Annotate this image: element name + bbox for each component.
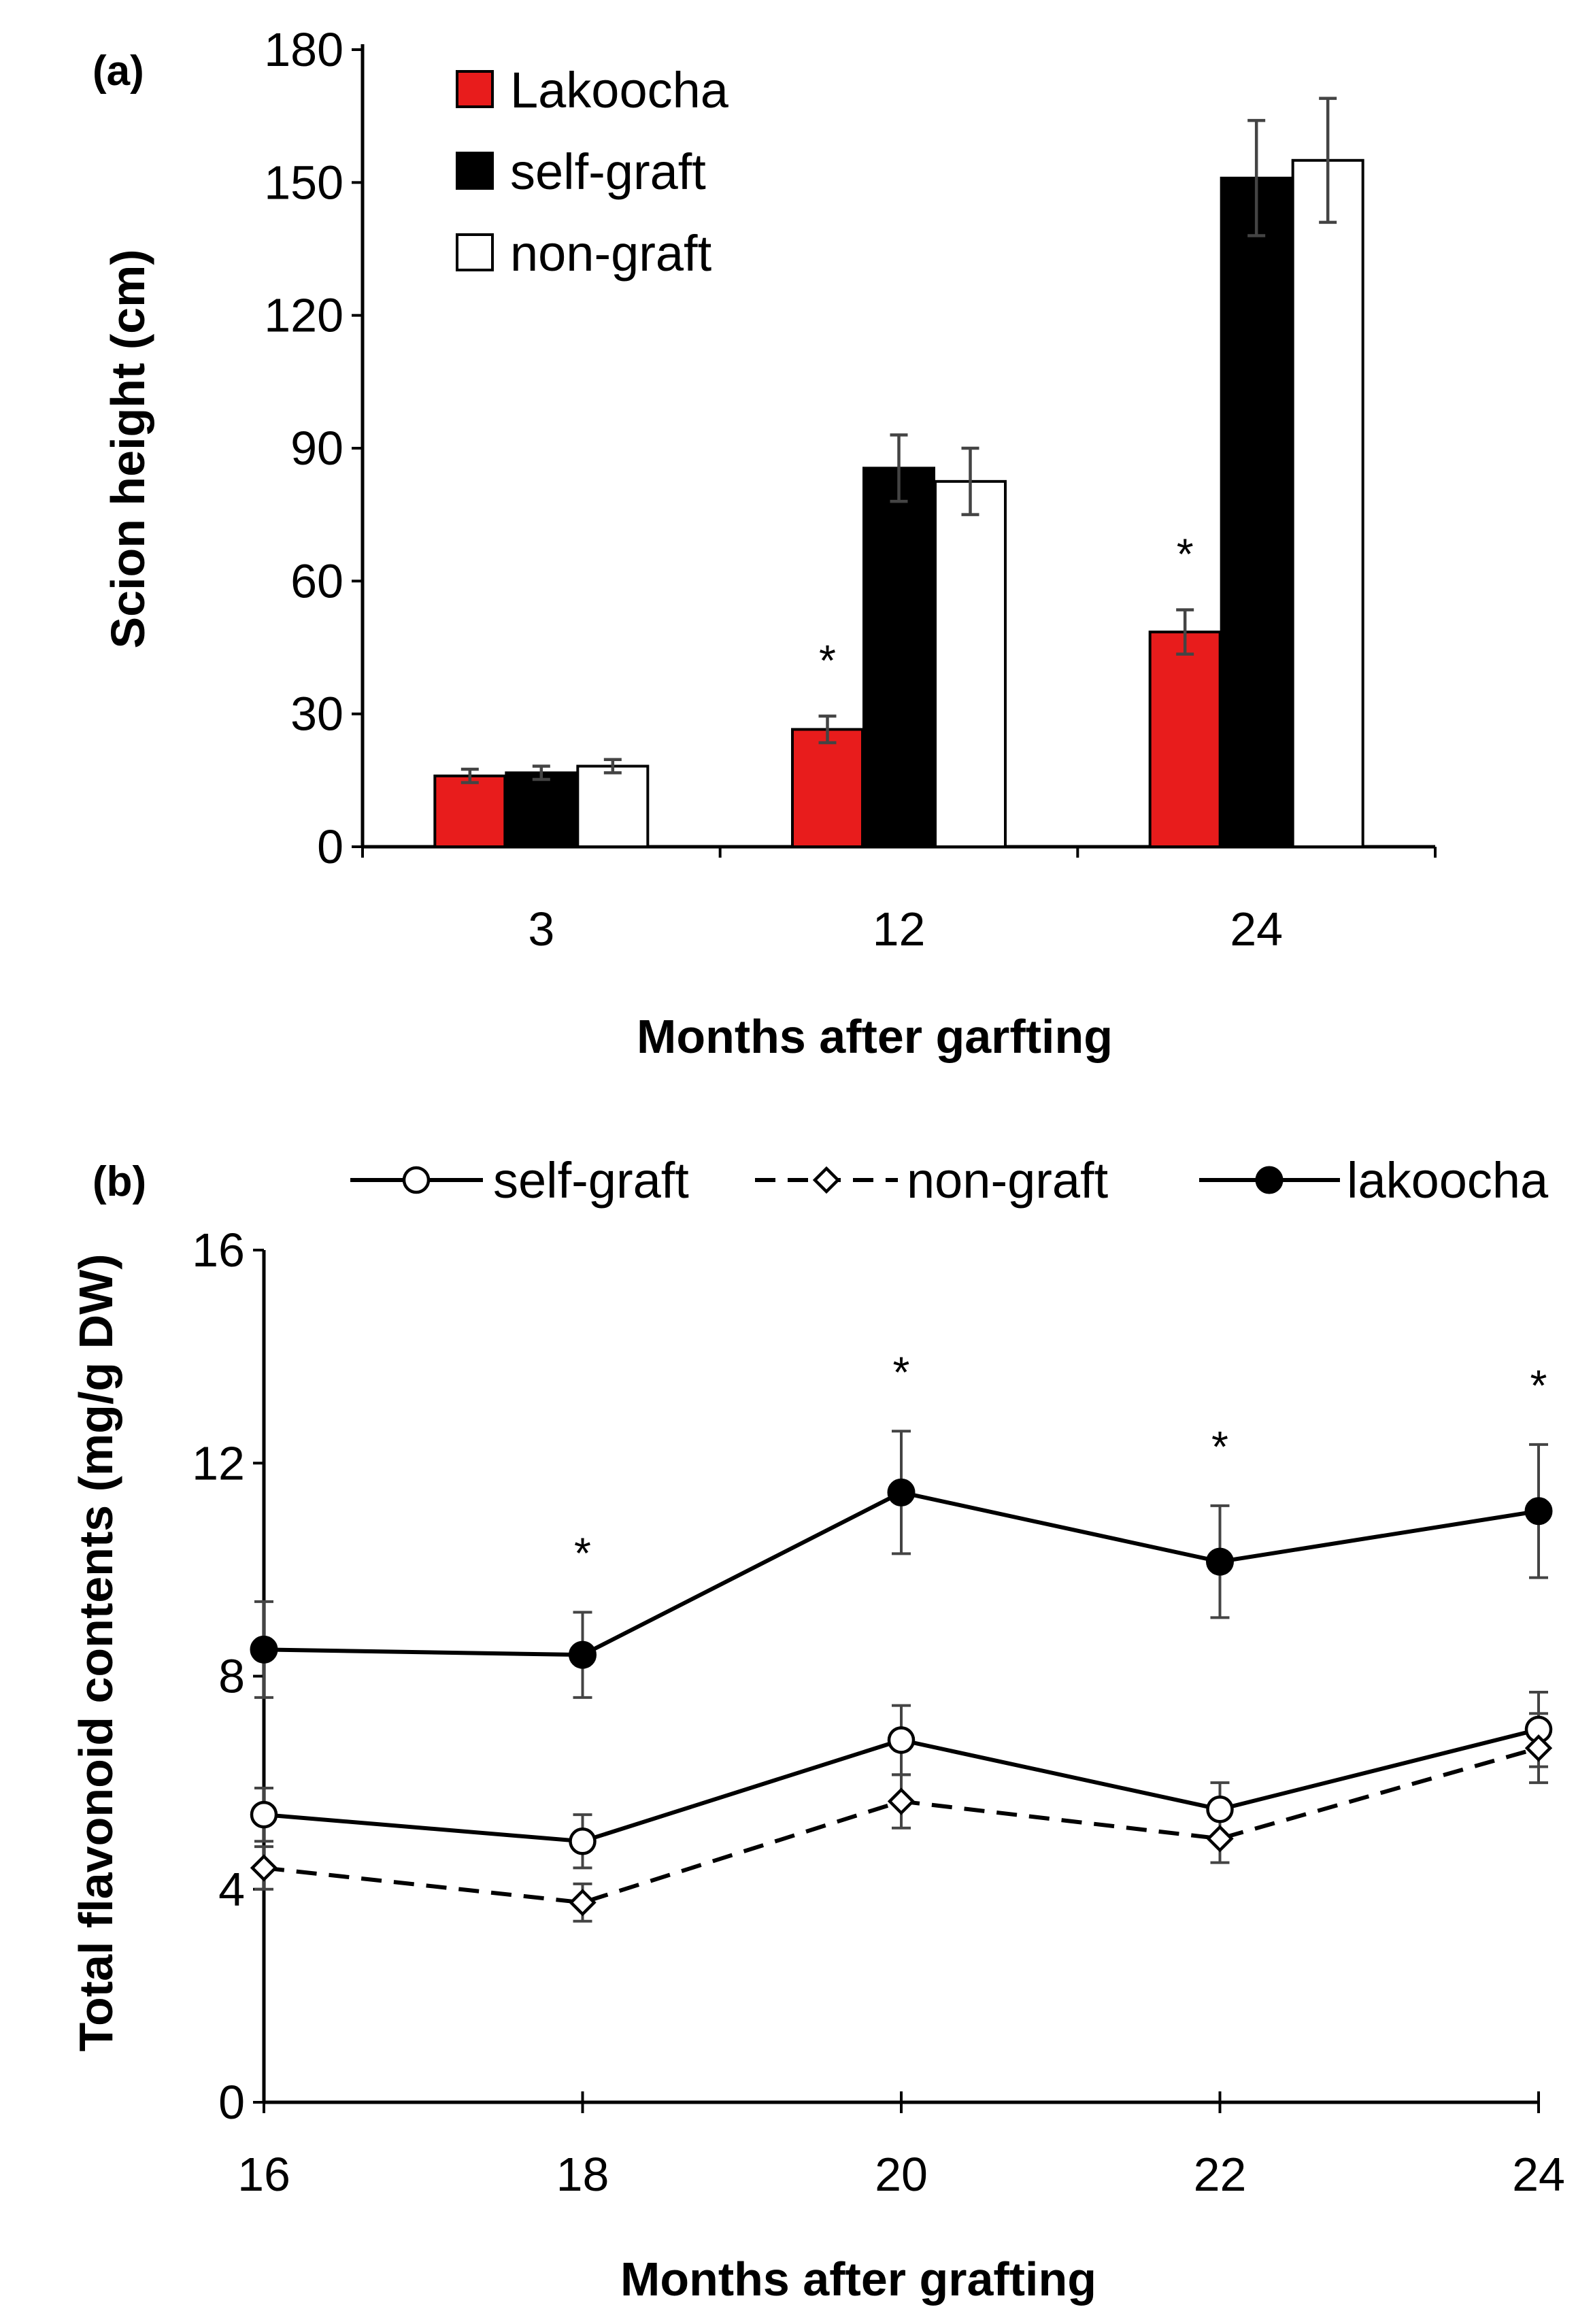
bar: [791, 728, 864, 849]
y-tick-label: 0: [218, 2076, 245, 2129]
panel-b-line-chart: (b) 0 4 8 12 16 16 18 20 22 24 * * * * Months after gra…: [69, 1152, 1565, 2306]
y-axis-title: Scion height (cm): [101, 249, 154, 648]
y-tick-label: 90: [290, 422, 343, 475]
bar: [1148, 630, 1222, 848]
y-tick-label: 4: [218, 1863, 245, 1916]
data-point: [569, 1640, 597, 1669]
data-point: [250, 1635, 278, 1664]
bar: [505, 771, 578, 848]
data-point: [1524, 1497, 1553, 1526]
data-point: [1206, 1825, 1234, 1853]
data-point: [1206, 1796, 1234, 1823]
legend-label: self-graft: [510, 144, 706, 200]
legend-marker: [402, 1166, 431, 1194]
y-tick-label: 30: [290, 688, 343, 741]
significance-star: *: [893, 1347, 910, 1396]
significance-star: *: [1177, 530, 1194, 579]
data-point: [569, 1828, 597, 1855]
y-tick-label: 180: [264, 23, 343, 76]
data-point: [1206, 1547, 1234, 1576]
panel-label: (a): [93, 48, 144, 95]
x-tick-label: 3: [528, 903, 554, 956]
data-point: [887, 1478, 916, 1506]
x-tick-label: 16: [237, 2148, 290, 2201]
x-tick-label: 12: [873, 903, 926, 956]
legend-swatch: [456, 233, 494, 271]
bar: [1291, 158, 1364, 848]
data-point: [887, 1787, 916, 1815]
legend-label: non-graft: [510, 225, 712, 282]
x-tick-label: 24: [1512, 2148, 1565, 2201]
x-tick-label: 18: [556, 2148, 609, 2201]
y-tick-label: 16: [192, 1224, 245, 1277]
significance-star: *: [1530, 1361, 1547, 1410]
legend-label: non-graft: [907, 1152, 1109, 1209]
legend-swatch: [456, 152, 494, 190]
bar: [576, 764, 650, 849]
legend-label: lakoocha: [1347, 1152, 1549, 1209]
x-axis-title: Months after garfting: [637, 1010, 1113, 1063]
bar: [862, 467, 935, 848]
data-point: [569, 1889, 597, 1917]
x-axis-title: Months after grafting: [620, 2253, 1096, 2306]
x-tick-label: 24: [1230, 903, 1283, 956]
significance-star: *: [574, 1529, 591, 1578]
legend-swatch: [456, 70, 494, 108]
legend-marker: [812, 1166, 841, 1194]
data-point: [887, 1726, 916, 1754]
y-axis-title: Total flavonoid contents (mg/g DW): [69, 1253, 122, 2051]
y-tick-label: 12: [192, 1436, 245, 1489]
significance-star: *: [819, 636, 836, 685]
y-tick-label: 0: [317, 820, 343, 873]
y-tick-label: 60: [290, 554, 343, 607]
panel-a-bar-chart: (a) 0 30 60 90 120 150 180 3 12 24 * * Months after g…: [93, 23, 1437, 1063]
x-tick-label: 20: [875, 2148, 928, 2201]
data-point: [250, 1854, 278, 1882]
data-point: [1524, 1734, 1553, 1762]
bar: [433, 774, 507, 849]
y-tick-label: 8: [218, 1650, 245, 1703]
legend-label: Lakoocha: [510, 62, 729, 118]
y-tick-label: 120: [264, 289, 343, 342]
x-tick-label: 22: [1194, 2148, 1247, 2201]
bar: [934, 479, 1007, 848]
data-point: [250, 1800, 278, 1829]
legend-marker: [1255, 1166, 1284, 1194]
legend-label: self-graft: [493, 1152, 689, 1209]
y-tick-label: 150: [264, 156, 343, 209]
bar: [1220, 176, 1293, 849]
significance-star: *: [1211, 1422, 1228, 1471]
panel-label: (b): [93, 1158, 146, 1205]
